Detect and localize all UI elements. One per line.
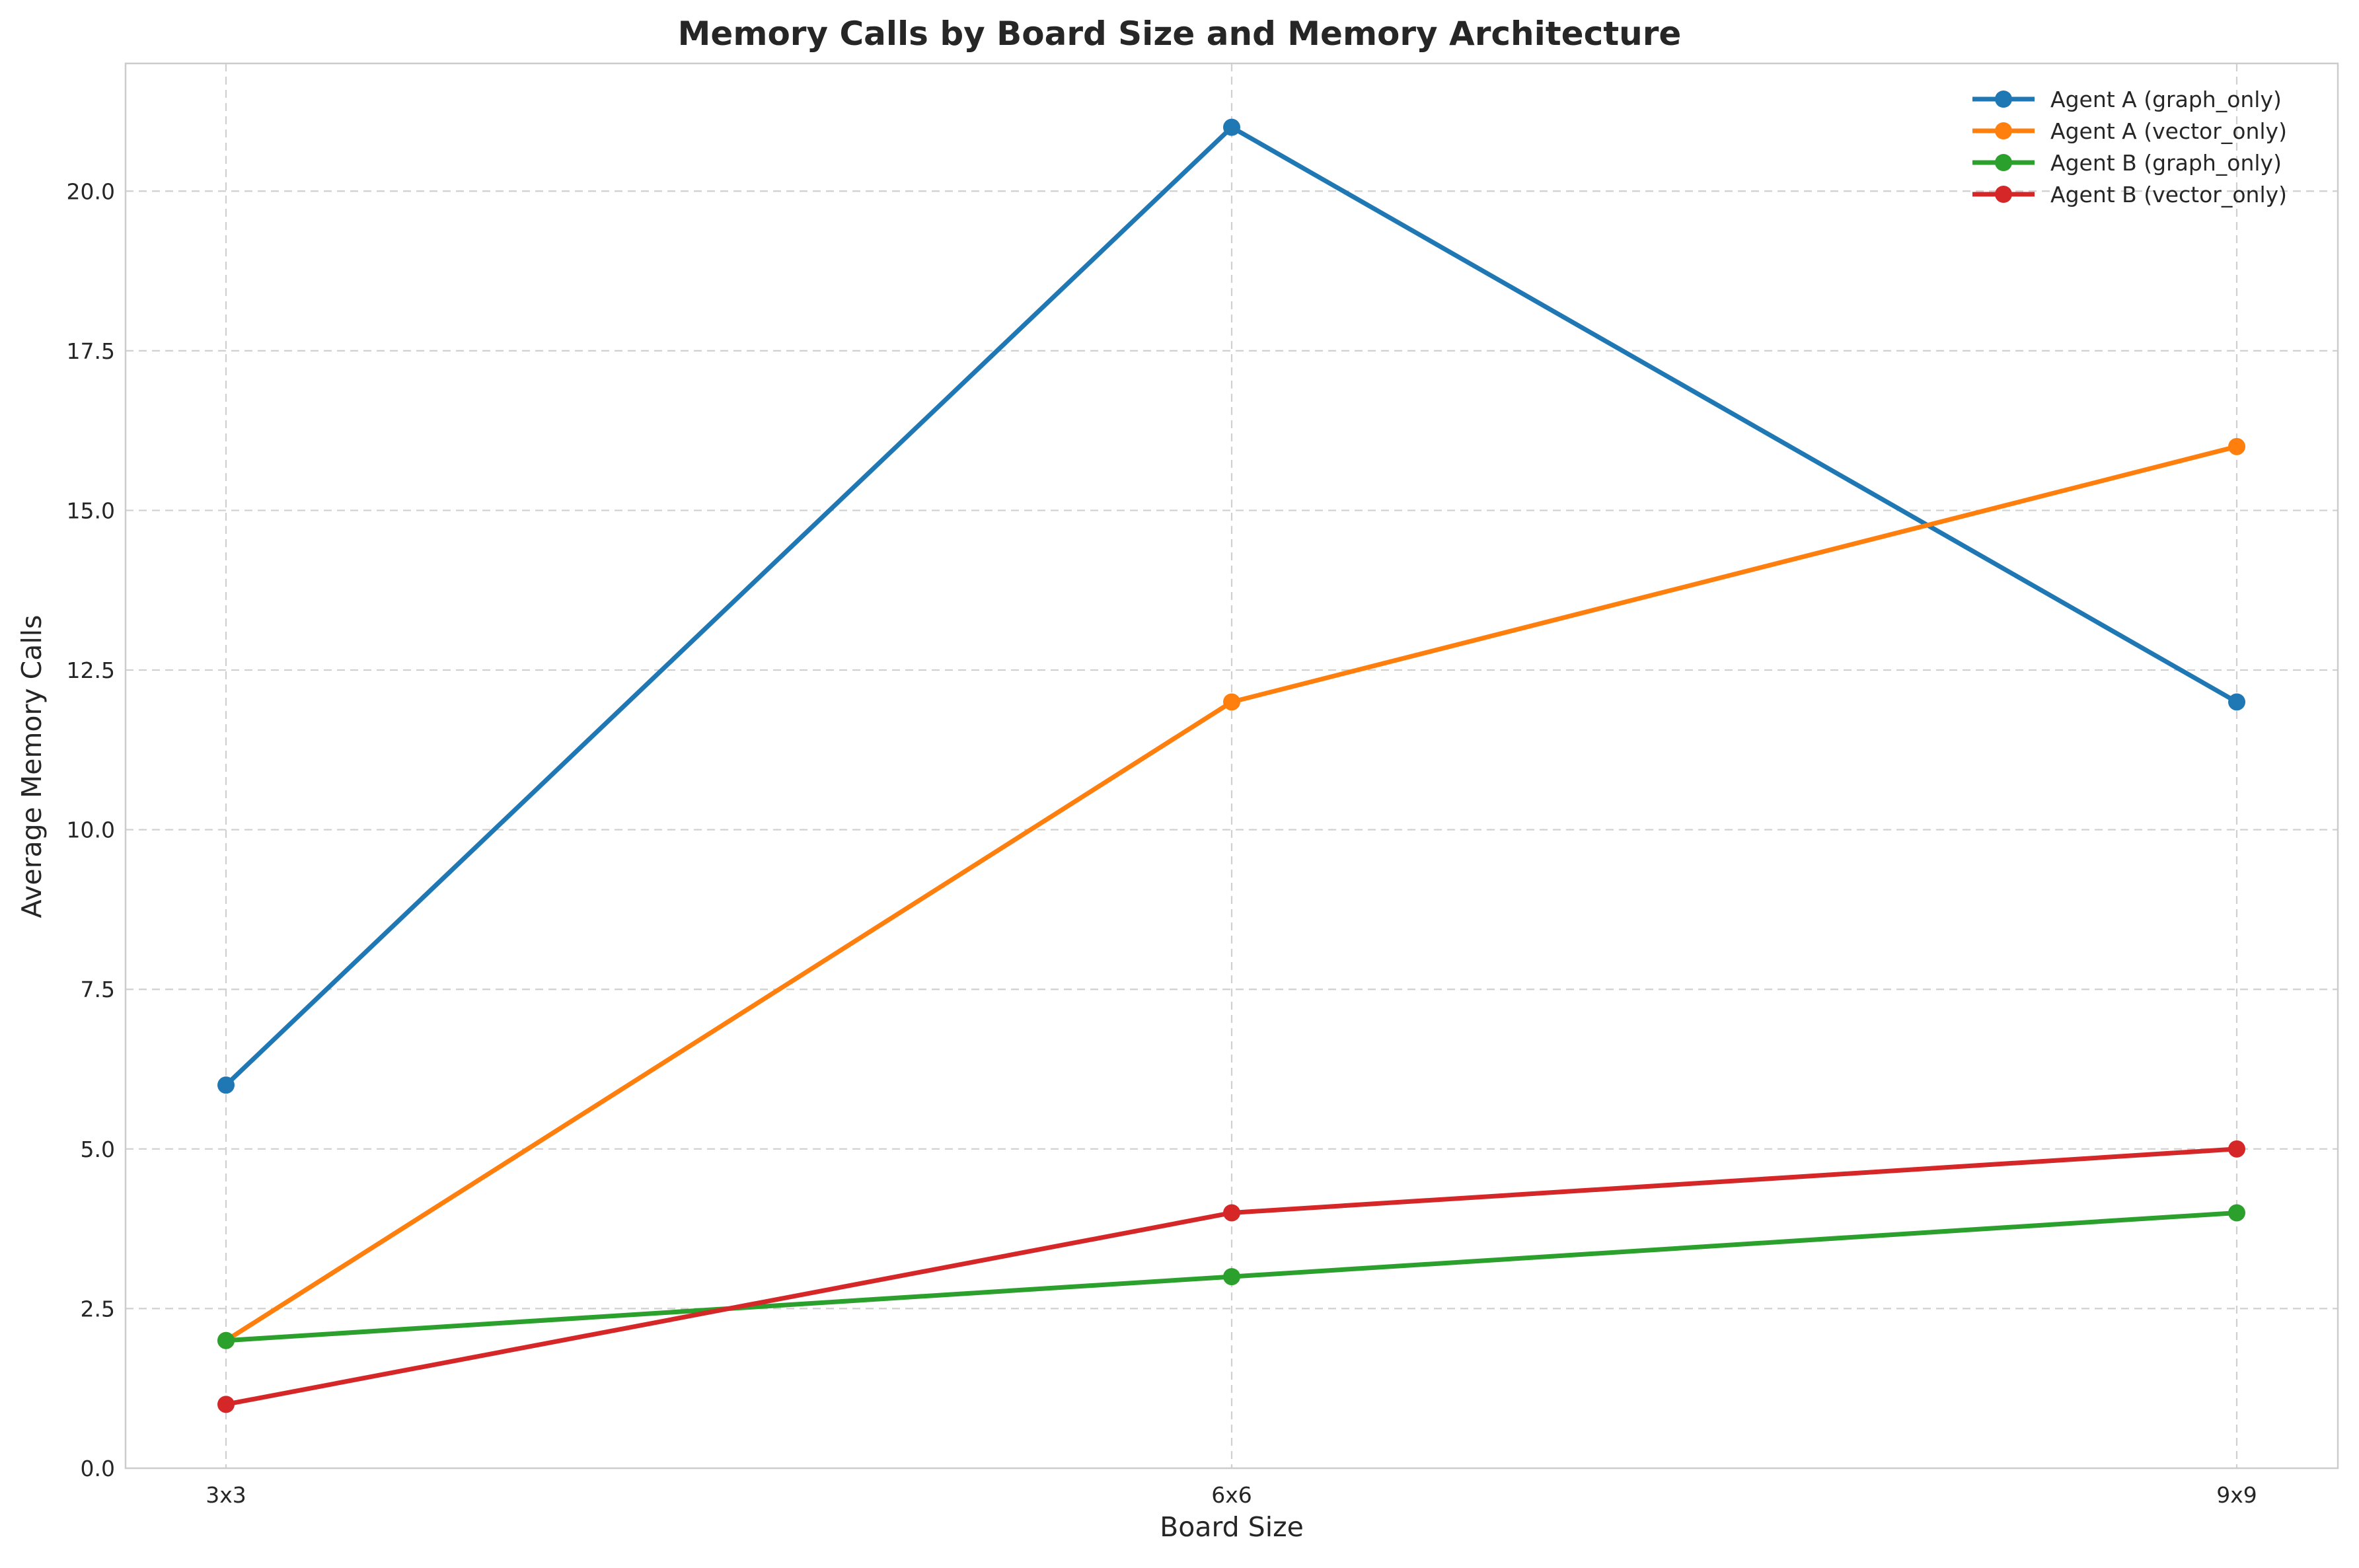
data-point bbox=[1223, 1268, 1240, 1286]
legend-item: Agent B (vector_only) bbox=[1972, 182, 2287, 207]
legend-label: Agent B (vector_only) bbox=[2050, 182, 2287, 207]
series-3 bbox=[217, 1140, 2245, 1413]
x-axis-label: Board Size bbox=[1160, 1511, 1304, 1543]
y-tick-label: 5.0 bbox=[81, 1137, 115, 1162]
chart-title: Memory Calls by Board Size and Memory Ar… bbox=[678, 15, 1682, 53]
legend-marker bbox=[1995, 186, 2012, 203]
series-0 bbox=[217, 118, 2245, 1094]
series-layer bbox=[217, 118, 2245, 1413]
data-point bbox=[1223, 1204, 1240, 1222]
data-point bbox=[1223, 118, 1240, 136]
legend-marker bbox=[1995, 91, 2012, 108]
legend-marker bbox=[1995, 154, 2012, 171]
x-tick-label: 9x9 bbox=[2216, 1482, 2257, 1508]
y-tick-label: 0.0 bbox=[81, 1456, 115, 1481]
series-2 bbox=[217, 1204, 2245, 1349]
y-axis-label: Average Memory Calls bbox=[16, 615, 48, 918]
legend-label: Agent A (graph_only) bbox=[2050, 87, 2282, 112]
plot-area-frame bbox=[124, 62, 2339, 1470]
y-tick-label: 20.0 bbox=[67, 178, 115, 204]
y-tick-label: 12.5 bbox=[67, 657, 115, 683]
data-point bbox=[1223, 693, 1240, 711]
data-point bbox=[217, 1331, 235, 1349]
y-tick-label: 7.5 bbox=[81, 977, 115, 1002]
x-tick-label: 3x3 bbox=[206, 1482, 246, 1508]
grid-lines bbox=[126, 63, 2338, 1468]
tick-labels: 0.0 2.5 5.0 7.5 10.0 12.5 15.0 17.5 20.0 3x3 6x6 9x… bbox=[67, 178, 2257, 1508]
data-point bbox=[217, 1396, 235, 1413]
legend-item: Agent B (graph_only) bbox=[1972, 150, 2282, 176]
y-tick-label: 15.0 bbox=[67, 498, 115, 523]
y-tick-label: 2.5 bbox=[81, 1296, 115, 1322]
y-tick-label: 17.5 bbox=[67, 338, 115, 364]
data-point bbox=[2228, 437, 2245, 455]
data-point bbox=[2228, 693, 2245, 711]
legend-marker bbox=[1995, 122, 2012, 139]
x-tick-label: 6x6 bbox=[1211, 1482, 1252, 1508]
data-point bbox=[217, 1076, 235, 1094]
legend-label: Agent A (vector_only) bbox=[2050, 118, 2287, 144]
legend: Agent A (graph_only) Agent A (vector_only… bbox=[1972, 87, 2287, 207]
data-point bbox=[2228, 1204, 2245, 1222]
y-tick-label: 10.0 bbox=[67, 817, 115, 843]
legend-item: Agent A (vector_only) bbox=[1972, 118, 2287, 144]
data-point bbox=[2228, 1140, 2245, 1158]
legend-label: Agent B (graph_only) bbox=[2050, 150, 2282, 176]
legend-item: Agent A (graph_only) bbox=[1972, 87, 2282, 112]
